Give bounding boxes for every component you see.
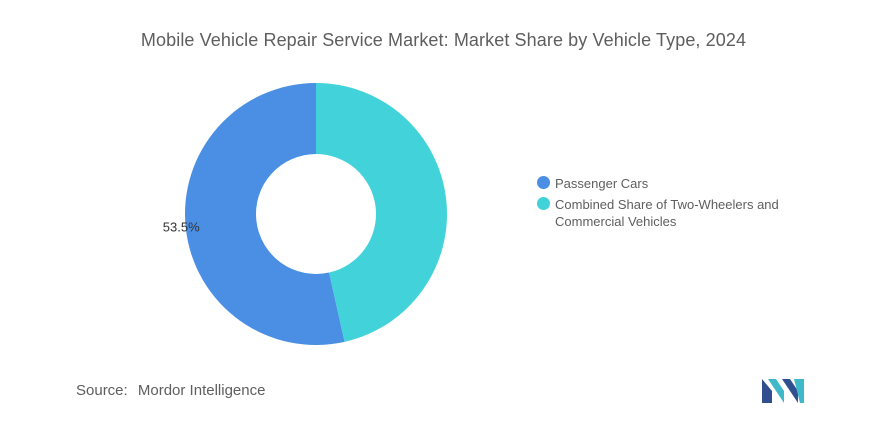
source-text: Mordor Intelligence — [137, 382, 266, 399]
legend-label: Combined Share of Two-Wheelers and Comme… — [555, 197, 779, 229]
legend-item-two-wheelers-commercial[interactable]: Combined Share of Two-Wheelers and Comme… — [537, 196, 827, 230]
chart-title: Mobile Vehicle Repair Service Market: Ma… — [140, 30, 747, 50]
chart-legend: Passenger Cars Combined Share of Two-Whe… — [537, 175, 827, 234]
mordor-intelligence-logo-icon — [762, 379, 804, 403]
slices-group — [184, 83, 447, 346]
slice-labels-group: 53.5% — [163, 220, 200, 235]
legend-item-passenger-cars[interactable]: Passenger Cars — [537, 175, 827, 192]
source-label: Source: — [76, 382, 128, 399]
legend-label: Passenger Cars — [555, 176, 649, 191]
legend-swatch — [537, 176, 550, 189]
legend-swatch — [537, 197, 550, 210]
source-note: Source: Mordor Intelligence — [76, 382, 265, 399]
slice-1[interactable] — [316, 83, 447, 342]
slice-label-0: 53.5% — [163, 220, 200, 235]
slice-0[interactable] — [184, 83, 345, 346]
